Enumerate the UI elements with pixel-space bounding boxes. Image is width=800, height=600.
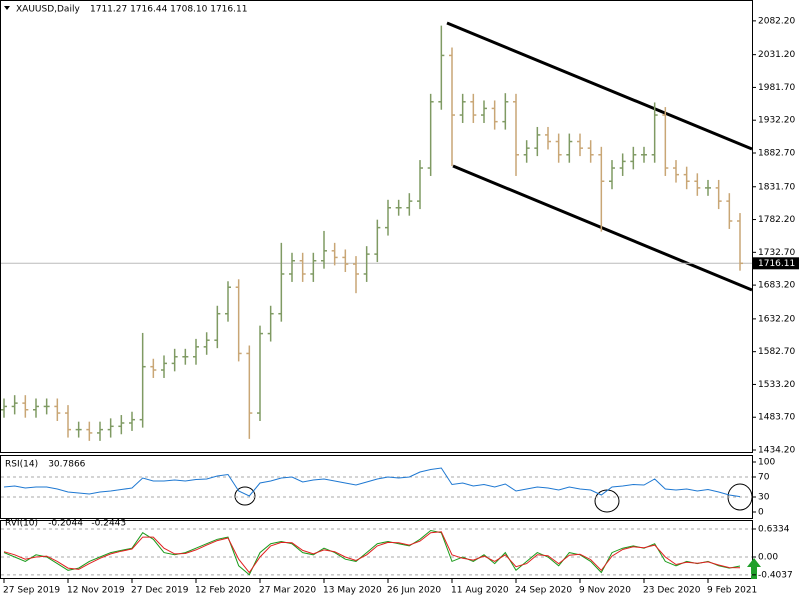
circle-marker <box>594 489 620 513</box>
indicator-title: RSI(14) <box>5 460 38 470</box>
y-tick-label: 2082.20 <box>758 16 795 26</box>
y-tick-label: 1582.70 <box>758 347 795 357</box>
channel-upper <box>446 21 753 151</box>
up-arrow <box>747 558 761 579</box>
main-panel <box>0 0 753 453</box>
channel-lower <box>452 164 753 292</box>
x-tick-label: 11 Aug 2020 <box>451 586 509 596</box>
circle-marker <box>234 486 256 506</box>
y-tick-label: 1831.70 <box>758 182 795 192</box>
x-tick-label: 12 Feb 2020 <box>195 586 251 596</box>
quote: 1711.27 1716.44 1708.10 1716.11 <box>90 5 247 15</box>
y-tick-label: 0.00 <box>758 552 778 562</box>
menu-triangle <box>4 6 10 10</box>
y-tick-label: 0.6334 <box>758 524 790 534</box>
y-tick-label: 1882.70 <box>758 148 795 158</box>
rsi-panel <box>0 455 753 519</box>
x-tick-label: 9 Feb 2021 <box>707 586 757 596</box>
indicator-line <box>3 467 741 498</box>
y-tick-label: 1683.20 <box>758 281 795 291</box>
x-tick-label: 12 Nov 2019 <box>67 586 125 596</box>
indicator-title: RVI(10) <box>5 519 38 529</box>
indicator-line <box>3 531 741 574</box>
y-tick-label: 1732.70 <box>758 248 795 258</box>
y-tick-label: 1434.20 <box>758 446 795 456</box>
y-tick-label: 30 <box>758 493 770 503</box>
y-tick-label: -0.4037 <box>758 570 793 580</box>
y-tick-label: 1782.20 <box>758 215 795 225</box>
x-tick-label: 23 Dec 2020 <box>643 586 701 596</box>
x-tick-label: 27 Sep 2019 <box>3 586 60 596</box>
x-tick-label: 9 Nov 2020 <box>579 586 631 596</box>
x-tick-label: 24 Sep 2020 <box>515 586 572 596</box>
price-label-box <box>753 257 799 270</box>
symbol: XAUUSD,Daily <box>16 5 80 15</box>
indicator-line <box>3 529 741 576</box>
price-label: 1716.11 <box>758 259 795 269</box>
y-tick-label: 70 <box>758 473 770 483</box>
x-tick-label: 26 Jun 2020 <box>387 586 441 596</box>
y-tick-label: 1632.20 <box>758 314 795 324</box>
x-tick-label: 13 May 2020 <box>323 586 382 596</box>
indicator-value: -0.2443 <box>91 519 126 529</box>
y-tick-label: 1932.20 <box>758 116 795 126</box>
x-tick-label: 27 Mar 2020 <box>259 586 316 596</box>
y-tick-label: 0 <box>758 508 764 518</box>
y-tick-label: 1981.70 <box>758 83 795 93</box>
indicator-value: 30.7866 <box>48 460 85 470</box>
y-tick-label: 1533.20 <box>758 380 795 390</box>
y-tick-label: 100 <box>758 458 775 468</box>
y-tick-label: 2031.20 <box>758 50 795 60</box>
x-tick-label: 27 Dec 2019 <box>131 586 189 596</box>
y-tick-label: 1483.70 <box>758 413 795 423</box>
indicator-value: -0.2044 <box>48 519 83 529</box>
